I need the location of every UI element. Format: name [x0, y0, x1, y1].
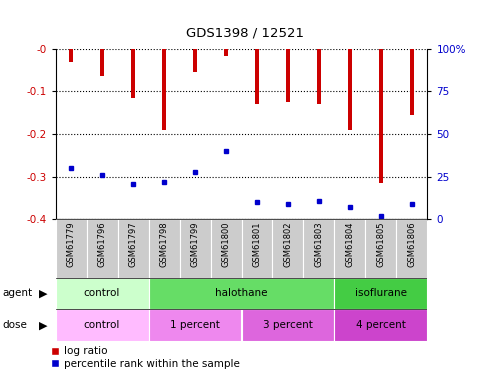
Bar: [86, 219, 117, 278]
Text: GSM61801: GSM61801: [253, 221, 261, 267]
Bar: [131, 49, 135, 98]
Bar: [117, 219, 149, 278]
Bar: [334, 278, 427, 309]
Text: GSM61796: GSM61796: [98, 221, 107, 267]
Bar: [255, 49, 259, 104]
Text: control: control: [84, 288, 120, 298]
Bar: [242, 219, 272, 278]
Text: GDS1398 / 12521: GDS1398 / 12521: [185, 26, 304, 39]
Bar: [162, 49, 166, 130]
Bar: [379, 49, 383, 183]
Text: halothane: halothane: [215, 288, 268, 298]
Text: GSM61799: GSM61799: [190, 221, 199, 267]
Text: GSM61803: GSM61803: [314, 221, 324, 267]
Bar: [100, 49, 104, 76]
Bar: [317, 49, 321, 104]
Bar: [180, 219, 211, 278]
Text: 3 percent: 3 percent: [263, 320, 313, 330]
Bar: [211, 219, 242, 278]
Bar: [69, 49, 73, 62]
Bar: [224, 49, 228, 56]
Bar: [366, 219, 397, 278]
Text: control: control: [84, 320, 120, 330]
Bar: [149, 219, 180, 278]
Bar: [149, 278, 334, 309]
Text: agent: agent: [2, 288, 32, 298]
Bar: [272, 219, 303, 278]
Bar: [334, 219, 366, 278]
Text: GSM61779: GSM61779: [67, 221, 75, 267]
Text: isoflurane: isoflurane: [355, 288, 407, 298]
Bar: [397, 219, 427, 278]
Legend: log ratio, percentile rank within the sample: log ratio, percentile rank within the sa…: [51, 346, 240, 369]
Bar: [410, 49, 414, 115]
Text: GSM61805: GSM61805: [376, 221, 385, 267]
Text: ▶: ▶: [39, 320, 48, 330]
Text: dose: dose: [2, 320, 28, 330]
Text: ▶: ▶: [39, 288, 48, 298]
Bar: [56, 309, 149, 341]
Text: 1 percent: 1 percent: [170, 320, 220, 330]
Text: GSM61797: GSM61797: [128, 221, 138, 267]
Bar: [56, 278, 149, 309]
Bar: [286, 49, 290, 102]
Text: GSM61806: GSM61806: [408, 221, 416, 267]
Bar: [303, 219, 334, 278]
Text: GSM61798: GSM61798: [159, 221, 169, 267]
Text: GSM61804: GSM61804: [345, 221, 355, 267]
Bar: [56, 219, 86, 278]
Text: GSM61802: GSM61802: [284, 221, 293, 267]
Text: 4 percent: 4 percent: [356, 320, 406, 330]
Bar: [348, 49, 352, 130]
Bar: [193, 49, 197, 72]
Bar: [334, 309, 427, 341]
Text: GSM61800: GSM61800: [222, 221, 230, 267]
Bar: [149, 309, 242, 341]
Bar: [242, 309, 334, 341]
